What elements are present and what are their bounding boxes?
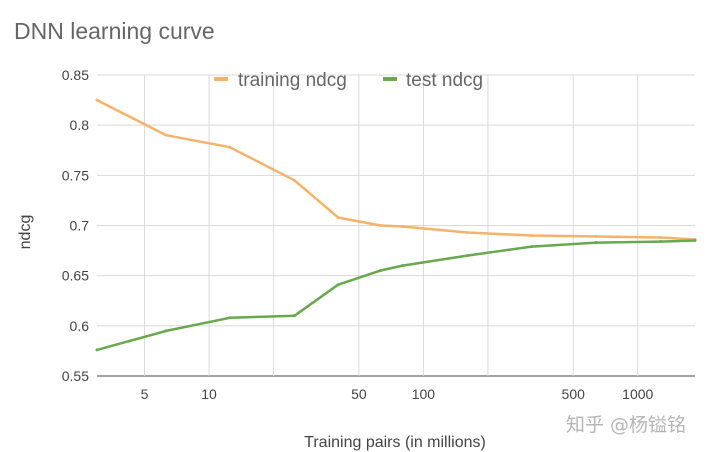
series-line-training-ndcg	[95, 98, 697, 241]
series-layer	[95, 98, 697, 352]
data-point	[378, 224, 382, 227]
y-tick-label: 0.8	[70, 117, 90, 133]
chart-title: DNN learning curve	[14, 18, 215, 44]
data-point	[659, 240, 663, 244]
data-point	[401, 264, 405, 268]
data-point	[594, 235, 598, 239]
series-line-test-ndcg	[95, 239, 697, 352]
x-axis-title: Training pairs (in millions)	[304, 434, 486, 451]
axis-layer: 0.55 0.6 0.65 0.7 0.75 0.8 0.85 5 10 50 100 500 1000	[62, 67, 654, 402]
legend-label: training ndcg	[238, 70, 347, 91]
data-point	[378, 269, 382, 273]
y-tick-label: 0.7	[70, 218, 90, 234]
data-point	[228, 316, 232, 320]
y-tick-label: 0.55	[62, 368, 89, 384]
legend-label: test ndcg	[406, 70, 483, 91]
data-point	[292, 178, 296, 182]
data-point	[95, 348, 99, 352]
legend: training ndcg test ndcg	[214, 70, 483, 91]
x-tick-label: 50	[351, 386, 367, 402]
y-tick-label: 0.65	[62, 268, 89, 284]
data-point	[465, 231, 469, 235]
data-point	[292, 314, 296, 318]
data-point	[401, 225, 405, 229]
data-point	[693, 239, 697, 243]
data-point	[164, 329, 168, 333]
x-tick-label: 500	[562, 386, 586, 402]
data-point	[530, 245, 534, 249]
data-point	[164, 133, 168, 137]
x-tick-label: 100	[412, 386, 436, 402]
data-point	[594, 241, 598, 245]
data-point	[659, 236, 663, 240]
data-point	[530, 234, 534, 238]
data-point	[336, 215, 340, 219]
data-point	[465, 254, 469, 258]
y-axis-title: ndcg	[17, 215, 34, 250]
data-point	[228, 145, 232, 149]
x-tick-label: 5	[141, 386, 149, 402]
x-tick-label: 1000	[622, 386, 653, 402]
data-point	[336, 283, 340, 287]
y-tick-label: 0.85	[62, 67, 89, 83]
x-tick-label: 10	[201, 386, 217, 402]
watermark: 知乎 @杨镒铭	[566, 414, 687, 436]
data-point	[95, 98, 99, 102]
y-tick-label: 0.6	[70, 318, 90, 334]
y-tick-label: 0.75	[62, 167, 89, 183]
